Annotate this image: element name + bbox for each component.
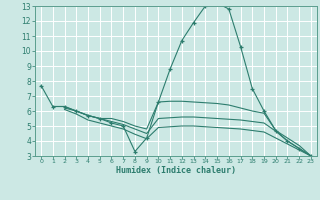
X-axis label: Humidex (Indice chaleur): Humidex (Indice chaleur): [116, 166, 236, 175]
